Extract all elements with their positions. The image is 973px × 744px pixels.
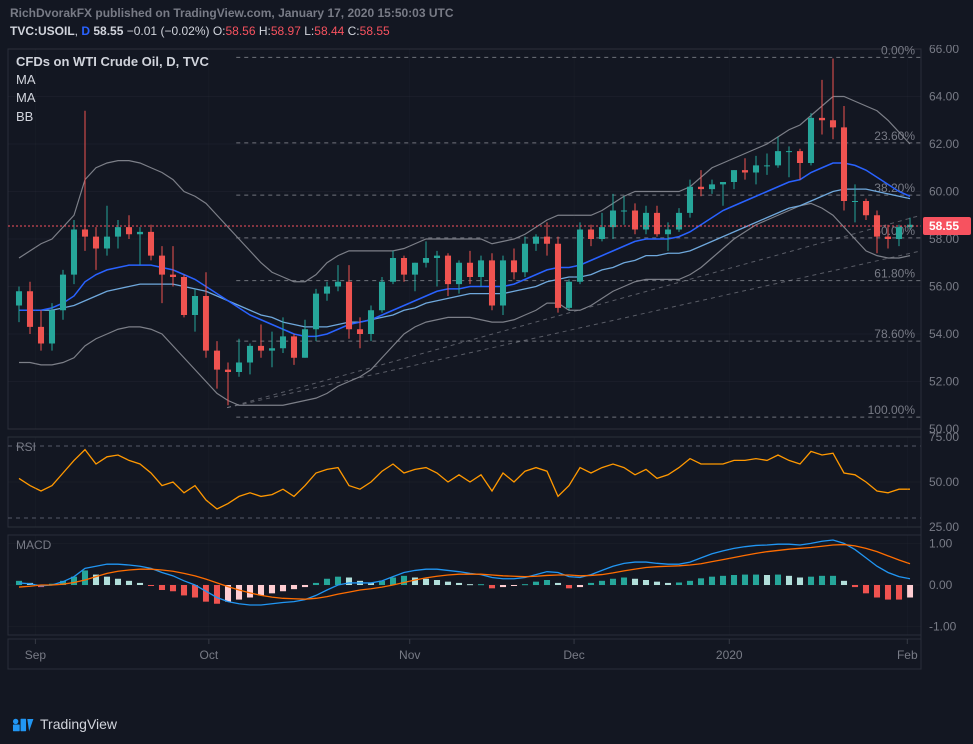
- publish-info: RichDvorakFX published on TradingView.co…: [10, 6, 963, 20]
- svg-text:62.00: 62.00: [929, 137, 959, 151]
- svg-text:RSI: RSI: [16, 440, 36, 454]
- brand-label: TradingView: [40, 716, 117, 732]
- svg-text:50.00: 50.00: [929, 475, 959, 489]
- chart-area[interactable]: CFDs on WTI Crude Oil, D, TVC MA MA BB 5…: [0, 45, 973, 694]
- svg-text:0.00: 0.00: [929, 578, 953, 592]
- svg-text:Oct: Oct: [200, 648, 219, 662]
- svg-text:1.00: 1.00: [929, 536, 953, 550]
- symbol-bar: TVC:USOIL, D 58.55 −0.01 (−0.02%) O:58.5…: [10, 24, 963, 38]
- svg-text:61.80%: 61.80%: [874, 267, 915, 281]
- svg-text:100.00%: 100.00%: [868, 403, 916, 417]
- svg-text:Feb: Feb: [897, 648, 918, 662]
- svg-text:56.00: 56.00: [929, 280, 959, 294]
- svg-text:25.00: 25.00: [929, 520, 959, 534]
- svg-text:MACD: MACD: [16, 538, 52, 552]
- svg-text:Dec: Dec: [563, 648, 584, 662]
- svg-text:Sep: Sep: [25, 648, 47, 662]
- svg-text:2020: 2020: [716, 648, 743, 662]
- svg-text:75.00: 75.00: [929, 430, 959, 444]
- svg-text:52.00: 52.00: [929, 375, 959, 389]
- svg-text:64.00: 64.00: [929, 90, 959, 104]
- svg-text:78.60%: 78.60%: [874, 327, 915, 341]
- footer: TradingView: [0, 704, 973, 744]
- svg-text:-1.00: -1.00: [929, 620, 957, 634]
- svg-text:66.00: 66.00: [929, 45, 959, 56]
- svg-text:0.00%: 0.00%: [881, 45, 915, 57]
- tradingview-logo: TradingView: [12, 716, 117, 732]
- svg-text:60.00: 60.00: [929, 185, 959, 199]
- tradingview-icon: [12, 717, 34, 732]
- svg-text:23.60%: 23.60%: [874, 129, 915, 143]
- chart-svg: 50.0052.0054.0056.0058.0060.0062.0064.00…: [0, 45, 973, 694]
- svg-text:54.00: 54.00: [929, 327, 959, 341]
- svg-text:58.55: 58.55: [929, 219, 959, 233]
- svg-text:Nov: Nov: [399, 648, 420, 662]
